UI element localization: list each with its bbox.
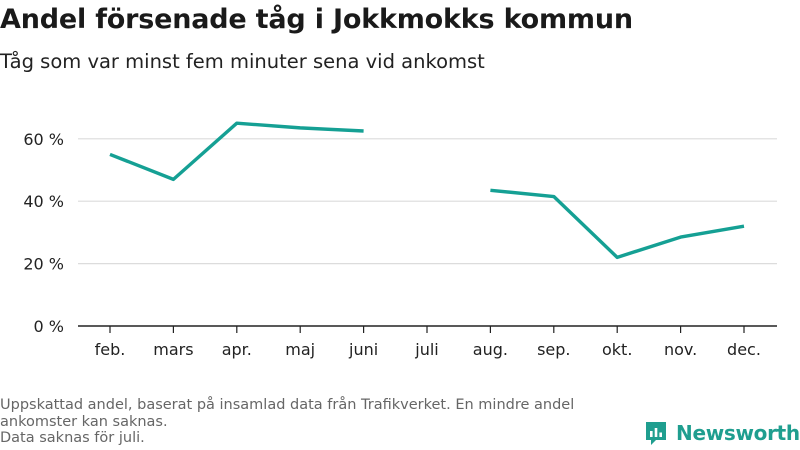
chart-title: Andel försenade tåg i Jokkmokks kommun — [0, 4, 633, 35]
y-tick-label: 20 % — [23, 255, 64, 274]
y-tick-label: 40 % — [23, 192, 64, 211]
chart-subtitle: Tåg som var minst fem minuter sena vid a… — [0, 50, 485, 73]
x-axis: feb. mars apr. maj juni juli aug. sep. okt. nov. d… — [78, 325, 777, 359]
x-tick-label: nov. — [664, 340, 697, 359]
x-tick-label: sep. — [537, 340, 570, 359]
newsworthy-logo-icon — [646, 422, 666, 445]
y-axis-ticks: 0 % 20 % 40 % 60 % — [23, 130, 64, 336]
footnote: Uppskattad andel, baserat på insamlad da… — [0, 397, 640, 447]
x-tick-label: mars — [153, 340, 193, 359]
footnote-line-2: Data saknas för juli. — [0, 430, 145, 446]
series-line-segment — [490, 188, 745, 260]
x-tick-label: apr. — [222, 340, 252, 359]
line-chart: 0 % 20 % 40 % 60 % feb. mars apr. maj juni juli a… — [23, 121, 777, 359]
footnote-line-1: Uppskattad andel, baserat på insamlad da… — [0, 397, 575, 430]
brand: Newsworthy — [644, 420, 800, 446]
series-line-segment — [109, 121, 364, 182]
y-tick-label: 0 % — [34, 317, 64, 336]
x-tick-label: maj — [285, 340, 315, 359]
series-lines — [109, 121, 745, 260]
y-tick-label: 60 % — [23, 130, 64, 149]
x-tick-label: aug. — [473, 340, 508, 359]
x-tick-label: juli — [414, 340, 438, 359]
brand-name: Newsworthy — [676, 421, 800, 445]
gridlines — [78, 138, 777, 265]
x-tick-label: feb. — [95, 340, 126, 359]
x-tick-label: okt. — [602, 340, 632, 359]
x-tick-label: juni — [348, 340, 378, 359]
x-tick-label: dec. — [727, 340, 761, 359]
